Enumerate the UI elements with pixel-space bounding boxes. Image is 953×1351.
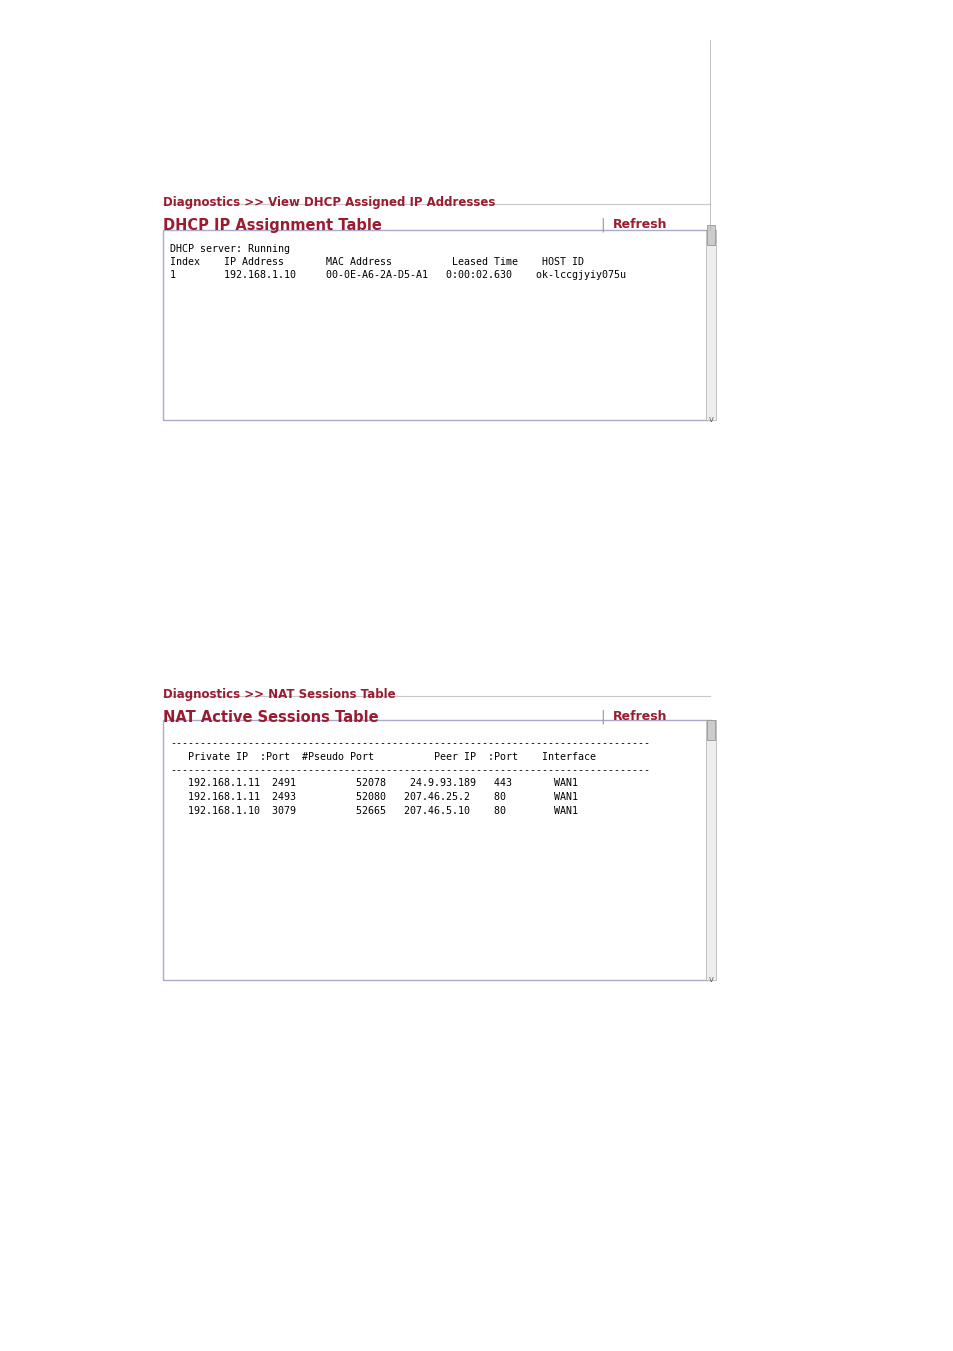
Text: v: v xyxy=(708,415,713,424)
Text: Private IP  :Port  #Pseudo Port          Peer IP  :Port    Interface: Private IP :Port #Pseudo Port Peer IP :P… xyxy=(170,751,596,762)
Text: --------------------------------------------------------------------------------: ----------------------------------------… xyxy=(170,738,649,748)
Text: DHCP IP Assignment Table: DHCP IP Assignment Table xyxy=(163,218,381,232)
FancyBboxPatch shape xyxy=(163,230,710,420)
FancyBboxPatch shape xyxy=(705,230,716,420)
Text: Diagnostics >> View DHCP Assigned IP Addresses: Diagnostics >> View DHCP Assigned IP Add… xyxy=(163,196,495,209)
FancyBboxPatch shape xyxy=(706,720,714,740)
Text: Diagnostics >> NAT Sessions Table: Diagnostics >> NAT Sessions Table xyxy=(163,688,395,701)
Text: NAT Active Sessions Table: NAT Active Sessions Table xyxy=(163,711,378,725)
Text: v: v xyxy=(708,975,713,984)
Text: Refresh: Refresh xyxy=(613,218,667,231)
Text: |: | xyxy=(599,218,604,232)
Text: |: | xyxy=(599,711,604,724)
Text: Index    IP Address       MAC Address          Leased Time    HOST ID: Index IP Address MAC Address Leased Time… xyxy=(170,257,583,267)
Text: DHCP server: Running: DHCP server: Running xyxy=(170,245,290,254)
Text: --------------------------------------------------------------------------------: ----------------------------------------… xyxy=(170,765,649,775)
Text: 192.168.1.11  2491          52078    24.9.93.189   443       WAN1: 192.168.1.11 2491 52078 24.9.93.189 443 … xyxy=(170,778,578,789)
FancyBboxPatch shape xyxy=(705,720,716,979)
Text: Refresh: Refresh xyxy=(613,711,667,723)
FancyBboxPatch shape xyxy=(163,720,710,979)
FancyBboxPatch shape xyxy=(706,226,714,245)
Text: 192.168.1.10  3079          52665   207.46.5.10    80        WAN1: 192.168.1.10 3079 52665 207.46.5.10 80 W… xyxy=(170,805,578,816)
Text: 1        192.168.1.10     00-0E-A6-2A-D5-A1   0:00:02.630    ok-lccgjyiy075u: 1 192.168.1.10 00-0E-A6-2A-D5-A1 0:00:02… xyxy=(170,270,625,280)
Text: 192.168.1.11  2493          52080   207.46.25.2    80        WAN1: 192.168.1.11 2493 52080 207.46.25.2 80 W… xyxy=(170,792,578,802)
